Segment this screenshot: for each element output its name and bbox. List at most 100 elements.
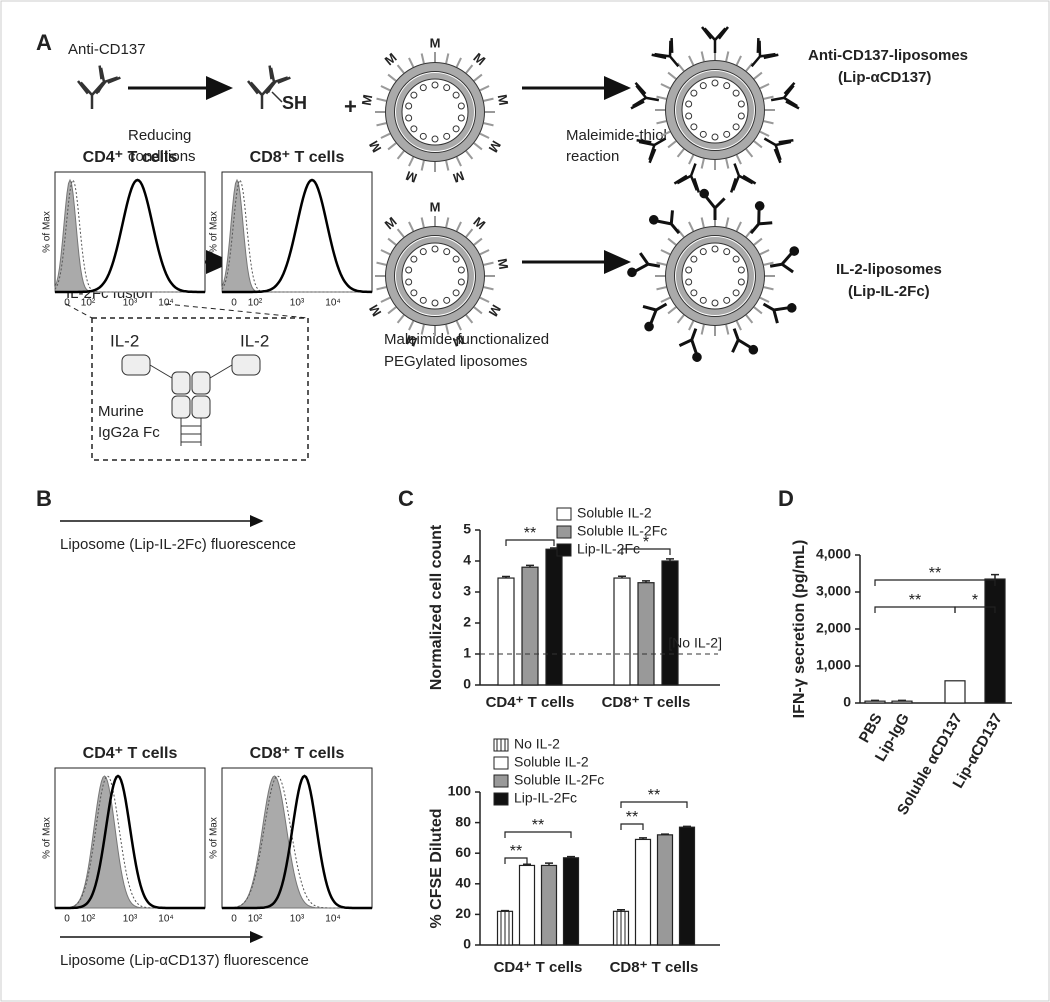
bar: [518, 864, 536, 946]
peg-chain: [396, 228, 405, 238]
peg-chain: [455, 156, 462, 167]
peg-chain: [396, 150, 405, 160]
y-tick-label: 0: [843, 694, 851, 710]
fc-label: IgG2a Fc: [98, 424, 160, 441]
y-tick-label: 4: [463, 552, 471, 568]
significance-label: **: [929, 565, 941, 582]
il2fc-stem: [749, 208, 773, 235]
peg-chain: [753, 306, 763, 315]
il2fc-stem: [642, 302, 668, 325]
legend-label: No IL-2: [514, 736, 560, 752]
peg-chain: [483, 286, 494, 291]
bilayer-outer: [665, 60, 765, 160]
lipid-mark: [452, 289, 460, 297]
peg-chain: [735, 221, 742, 232]
callout-line: [165, 303, 309, 319]
lipid-mark: [405, 114, 413, 122]
lipid-mark: [443, 248, 451, 256]
lipid-mark: [690, 289, 698, 297]
maleimide-label: M: [495, 257, 512, 270]
antibody-icon: [673, 163, 701, 193]
liposome-histogram: [222, 774, 372, 910]
il2fc-icon: [627, 252, 661, 278]
bar: [562, 857, 580, 946]
legend-label: Soluble IL-2: [577, 505, 652, 521]
liposome-histogram: [55, 774, 205, 910]
lipid-mark: [405, 102, 413, 110]
lipid-mark: [410, 289, 418, 297]
lipid-mark: [685, 266, 693, 274]
product-label: (Lip-IL-2Fc): [848, 283, 930, 300]
peg-chain: [763, 95, 774, 100]
product-label: IL-2-liposomes: [836, 261, 942, 278]
x-tick-label: 10²: [81, 298, 96, 309]
lipid-mark: [431, 81, 439, 89]
isotype-histogram: [221, 178, 372, 293]
lipid-mark: [443, 84, 451, 92]
bar: [497, 577, 515, 686]
lipid-mark: [732, 123, 740, 131]
peg-chain: [455, 320, 462, 331]
legend-swatch: [493, 756, 509, 770]
peg-chain: [380, 296, 391, 303]
il2fc-stem: [769, 251, 794, 274]
peg-chain: [688, 221, 695, 232]
lipid-mark: [699, 130, 707, 138]
x-tick-label: CD4⁺ T cells: [494, 959, 583, 976]
bilayer-line: [394, 71, 476, 153]
callout-box: [91, 317, 309, 461]
y-axis-title: Normalized cell count: [428, 524, 445, 690]
lipid-mark: [723, 248, 731, 256]
maleimide-label: M: [366, 302, 384, 319]
il2fc-stem: [678, 328, 699, 355]
plus: +: [344, 94, 357, 119]
lipid-mark: [431, 299, 439, 307]
fc-domain: [191, 371, 211, 395]
significance-label: *: [972, 592, 978, 609]
antibody-label: Anti-CD137: [68, 41, 146, 58]
peg-chain: [656, 95, 667, 100]
peg-chain: [667, 306, 677, 315]
peg-chain: [420, 160, 425, 171]
peg-chain: [753, 71, 763, 80]
domain-label: IL-2: [240, 331, 269, 350]
peg-chain: [700, 324, 705, 335]
bar: [984, 578, 1006, 704]
peg-chain: [376, 122, 387, 127]
peg-chain: [700, 217, 705, 228]
peg-chain: [676, 148, 685, 158]
lipid-mark: [732, 289, 740, 297]
error-bar: [526, 564, 534, 568]
lipid-mark: [419, 248, 427, 256]
peg-chain: [745, 148, 754, 158]
y-axis-title: % of Max: [209, 211, 220, 253]
lipid-mark: [711, 133, 719, 141]
peg-chain: [745, 314, 754, 324]
panel-label: A: [36, 30, 52, 55]
y-tick-label: 40: [455, 875, 471, 891]
lipid-mark: [737, 112, 745, 120]
bilayer-inner: [396, 73, 474, 151]
fc-domain: [171, 395, 191, 419]
bilayer-line: [681, 242, 749, 310]
significance-label: **: [909, 592, 921, 609]
significance-label: *: [643, 534, 649, 551]
peg-chain: [387, 237, 397, 246]
peg-chain: [396, 64, 405, 74]
peg-chain: [420, 217, 425, 228]
peg-chain: [473, 237, 483, 246]
peg-chain: [753, 237, 763, 246]
y-axis-title: % of Max: [209, 817, 220, 859]
lipid-mark: [452, 255, 460, 263]
peg-chain: [688, 55, 695, 66]
x-tick-label: 0: [231, 914, 237, 925]
lipid-mark: [711, 245, 719, 253]
bilayer-line: [665, 60, 765, 160]
peg-chain: [660, 249, 671, 256]
peg-chain: [667, 237, 677, 246]
peg-chain: [445, 217, 450, 228]
error-bar: [501, 909, 509, 912]
lipid-mark: [699, 296, 707, 304]
x-tick-label: 10⁴: [325, 914, 340, 925]
maleimide-label: M: [486, 138, 504, 155]
